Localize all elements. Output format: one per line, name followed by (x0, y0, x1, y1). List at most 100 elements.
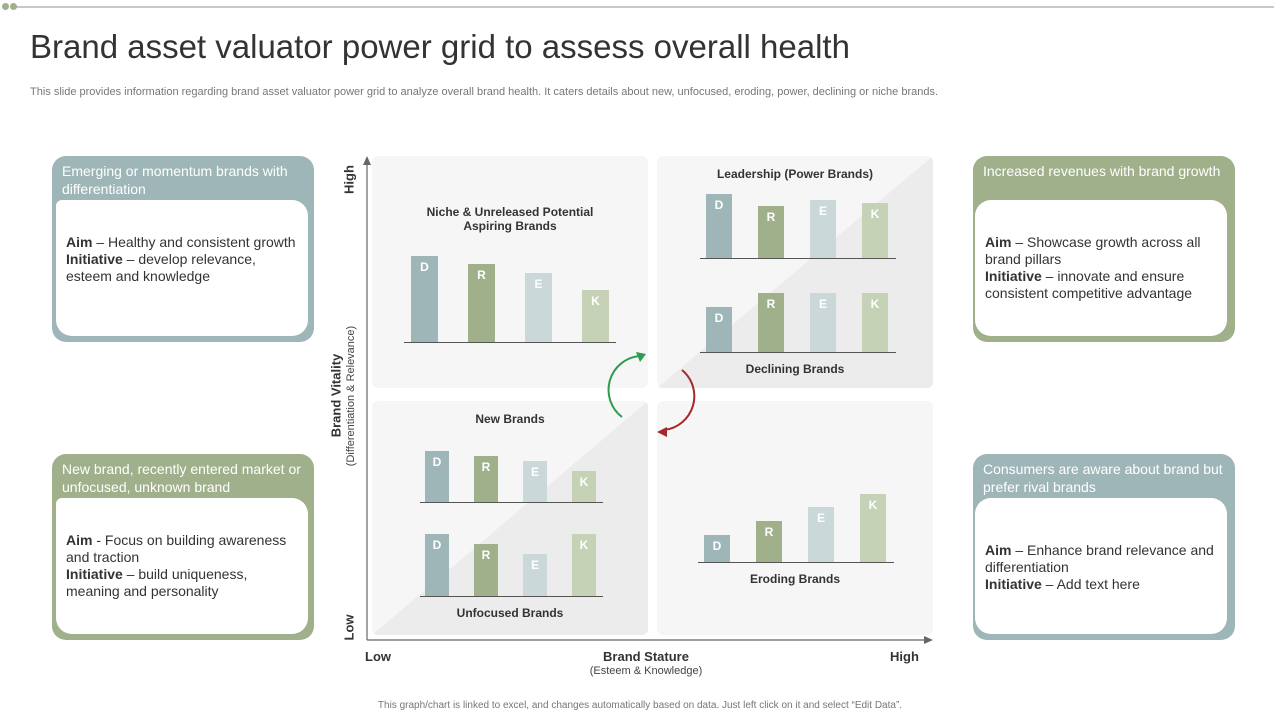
bar-e: E (808, 507, 834, 562)
x-axis-title: Brand Stature (603, 649, 689, 664)
bar-k: K (862, 203, 888, 258)
bar-label: E (534, 277, 543, 291)
chart-baseline (420, 596, 603, 597)
chart-baseline (700, 258, 896, 259)
initiative-text: – innovate and ensure consistent competi… (985, 268, 1193, 301)
bar-label: E (530, 558, 539, 572)
bar-r: R (468, 264, 495, 342)
title-eroding: Eroding Brands (749, 572, 840, 586)
bar-label: D (420, 260, 429, 274)
aim-label: Aim (66, 234, 93, 250)
aim-label: Aim (66, 532, 93, 548)
bar-d: D (706, 194, 732, 258)
bar-e: E (525, 273, 552, 342)
chart-baseline (420, 502, 603, 503)
chart-baseline (404, 342, 616, 343)
bar-r: R (756, 521, 782, 562)
card-body: Aim – Showcase growth across all brand p… (975, 200, 1227, 336)
initiative-text: – develop relevance, esteem and knowledg… (66, 251, 256, 284)
bar-e: E (523, 554, 547, 596)
aim-text: – Enhance brand relevance and differenti… (985, 542, 1214, 575)
bar-label: R (477, 268, 486, 282)
bar-e: E (810, 293, 836, 352)
card-body: Aim – Healthy and consistent growth Init… (56, 200, 308, 336)
bar-label: D (714, 311, 724, 325)
x-axis-high: High (890, 649, 919, 664)
initiative-label: Initiative (985, 576, 1042, 592)
initiative-label: Initiative (985, 268, 1042, 284)
bar-r: R (474, 456, 498, 502)
top-rule (14, 6, 1274, 8)
x-axis-subtitle: (Esteem & Knowledge) (589, 665, 703, 677)
initiative-text: – Add text here (1041, 576, 1140, 592)
chart-baseline (698, 562, 894, 563)
y-axis-title: Brand Vitality (328, 353, 344, 438)
bar-label: E (530, 465, 539, 479)
initiative-text: – build uniqueness, meaning and personal… (66, 566, 248, 599)
bar-label: K (868, 498, 878, 512)
quadrant-eroding (657, 401, 933, 635)
card-text: Aim – Healthy and consistent growth Init… (66, 234, 300, 285)
bar-label: R (766, 297, 776, 311)
card-header: Consumers are aware about brand but pref… (983, 461, 1223, 495)
initiative-label: Initiative (66, 251, 123, 267)
bar-label: D (712, 539, 722, 553)
card-header: Emerging or momentum brands with differe… (62, 163, 288, 197)
title-niche: Niche & Unreleased Potential Aspiring Br… (426, 205, 594, 233)
chart-baseline (700, 352, 896, 353)
title-new: New Brands (475, 412, 545, 426)
y-axis-low: Low (341, 614, 357, 641)
bar-label: R (481, 460, 491, 474)
y-axis-subtitle: (Differentiation & Relevance) (345, 325, 357, 467)
bar-k: K (572, 534, 596, 596)
bar-r: R (758, 293, 784, 352)
bar-label: D (432, 455, 442, 469)
bar-d: D (704, 535, 730, 562)
bar-r: R (474, 544, 498, 596)
x-axis-low: Low (365, 649, 391, 664)
page-subtitle: This slide provides information regardin… (30, 86, 939, 98)
bar-label: K (591, 294, 600, 308)
aim-label: Aim (985, 542, 1012, 558)
card-increased-revenues: Increased revenues with brand growth Aim… (973, 156, 1235, 342)
bar-label: R (764, 525, 774, 539)
bar-d: D (411, 256, 438, 342)
bar-d: D (425, 534, 449, 596)
bar-k: K (572, 471, 596, 502)
bar-label: K (870, 207, 880, 221)
initiative-label: Initiative (66, 566, 123, 582)
card-text: Aim – Showcase growth across all brand p… (985, 234, 1219, 302)
bar-d: D (425, 451, 449, 502)
card-header: Increased revenues with brand growth (983, 163, 1221, 179)
card-consumers-aware: Consumers are aware about brand but pref… (973, 454, 1235, 640)
bar-label: K (579, 538, 589, 552)
title-declining: Declining Brands (745, 362, 845, 376)
bar-label: E (818, 297, 827, 311)
decor-dot (2, 3, 9, 10)
title-unfocused: Unfocused Brands (456, 606, 564, 620)
bar-label: D (432, 538, 442, 552)
bar-k: K (862, 293, 888, 352)
decor-dot (10, 3, 17, 10)
bar-k: K (860, 494, 886, 562)
bar-label: R (481, 548, 491, 562)
bar-label: R (766, 210, 776, 224)
bar-label: K (870, 297, 880, 311)
bar-label: E (816, 511, 825, 525)
bar-e: E (523, 461, 547, 502)
page-title: Brand asset valuator power grid to asses… (30, 28, 850, 65)
aim-label: Aim (985, 234, 1012, 250)
bar-r: R (758, 206, 784, 258)
card-new-brand: New brand, recently entered market or un… (52, 454, 314, 640)
bar-d: D (706, 307, 732, 352)
card-emerging: Emerging or momentum brands with differe… (52, 156, 314, 342)
y-axis-high: High (341, 165, 357, 194)
aim-text: – Healthy and consistent growth (92, 234, 296, 250)
aim-text: - Focus on building awareness and tracti… (66, 532, 287, 565)
aim-text: – Showcase growth across all brand pilla… (985, 234, 1201, 267)
bar-e: E (810, 200, 836, 258)
bar-k: K (582, 290, 609, 342)
card-text: Aim - Focus on building awareness and tr… (66, 532, 300, 600)
footer-note: This graph/chart is linked to excel, and… (377, 700, 903, 711)
